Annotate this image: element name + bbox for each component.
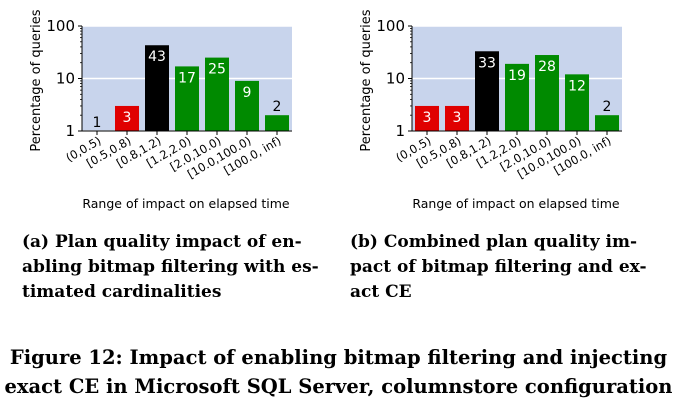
chart-b-bar <box>505 63 529 132</box>
chart-a-bar-label: 9 <box>243 85 252 101</box>
subcaption-b-line-3: act CE <box>350 282 412 302</box>
subcaption-b-line-1: (b) Combined plan quality im- <box>350 232 638 252</box>
chart-a-bar <box>265 115 289 131</box>
chart-b-bar <box>415 105 439 131</box>
chart-a-bar-label: 43 <box>148 49 166 65</box>
chart-b-bar-label: 28 <box>538 59 556 75</box>
chart-b-y-axis-title: Percentage of queries <box>359 9 374 151</box>
chart-b-bar <box>475 51 499 132</box>
chart-a-bar-label: 25 <box>208 62 226 78</box>
chart-a-bar <box>235 80 259 131</box>
chart-b-bar-label: 3 <box>423 110 432 126</box>
chart-a-y-axis-title: Percentage of queries <box>29 9 44 151</box>
figure-caption-line-2: exact CE in Microsoft SQL Server, column… <box>4 375 673 398</box>
chart-a: 1101001(0,0.5)3[0.5,0.8)43[0.8,1.2)17[1.… <box>29 9 292 211</box>
chart-a-y-tick-label: 10 <box>56 70 75 88</box>
chart-b-bar <box>565 74 589 131</box>
chart-b-y-tick-label: 100 <box>376 17 405 35</box>
chart-b-bar-label: 3 <box>453 110 462 126</box>
chart-a-bar <box>175 66 199 131</box>
chart-b-y-tick-label: 1 <box>395 122 405 140</box>
chart-b-bar-label: 2 <box>603 99 612 115</box>
figure-caption-line-1: Figure 12: Impact of enabling bitmap fil… <box>9 346 668 369</box>
subcaption-a: (a) Plan quality impact of en- abling bi… <box>22 230 322 305</box>
subcaption-a-line-1: (a) Plan quality impact of en- <box>22 232 302 252</box>
chart-a-bar-label: 17 <box>178 70 196 86</box>
subcaption-b-line-2: pact of bitmap filtering and ex- <box>350 257 647 277</box>
chart-a-bar-label: 1 <box>93 115 102 131</box>
chart-b-bar-label: 33 <box>478 55 496 71</box>
chart-a-bar-label: 3 <box>123 110 132 126</box>
chart-b-y-tick-label: 10 <box>386 70 405 88</box>
chart-b-bar <box>595 115 619 131</box>
chart-a-bar <box>205 57 229 131</box>
subcaption-a-line-3: timated cardinalities <box>22 282 222 302</box>
chart-a-y-tick-label: 100 <box>46 17 75 35</box>
chart-b-bar <box>535 55 559 132</box>
chart-a-bar <box>145 45 169 131</box>
subcaption-b: (b) Combined plan quality im- pact of bi… <box>350 230 650 305</box>
chart-a-x-axis-title: Range of impact on elapsed time <box>82 196 290 211</box>
chart-b-bar-label: 19 <box>508 68 526 84</box>
chart-a-bar-label: 2 <box>273 99 282 115</box>
figure-caption: Figure 12: Impact of enabling bitmap fil… <box>0 343 677 401</box>
chart-b-bar <box>445 105 469 131</box>
chart-b-x-axis-title: Range of impact on elapsed time <box>412 196 620 211</box>
chart-a-bar <box>115 105 139 131</box>
chart-b-bar-label: 12 <box>568 78 586 94</box>
chart-a-y-tick-label: 1 <box>65 122 75 140</box>
subcaption-a-line-2: abling bitmap filtering with es- <box>22 257 319 277</box>
chart-b: 1101003(0,0.5)3[0.5,0.8)33[0.8,1.2)19[1.… <box>359 9 622 211</box>
